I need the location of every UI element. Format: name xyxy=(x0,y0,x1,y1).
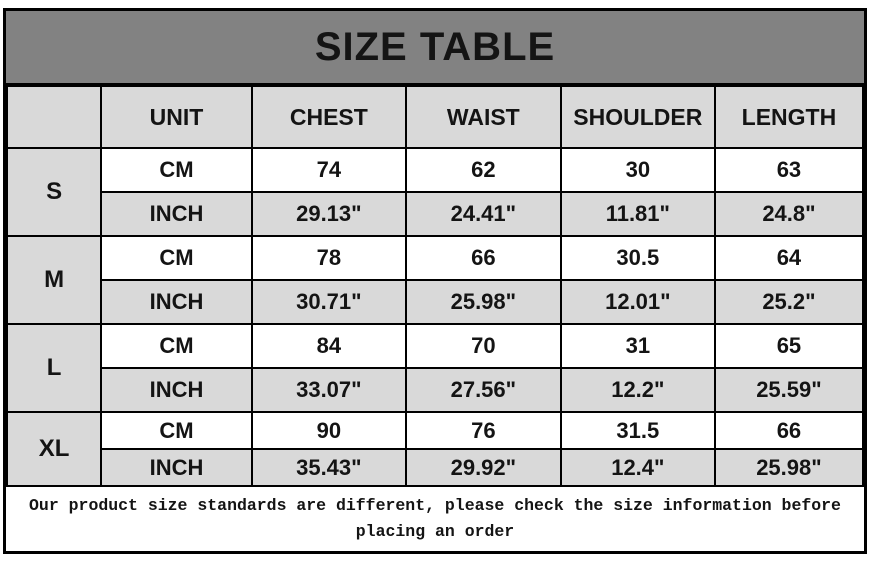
cell-value: 66 xyxy=(713,411,865,450)
footer-note: Our product size standards are different… xyxy=(6,487,864,551)
cell-value: 74 xyxy=(250,147,407,193)
column-header-length: LENGTH xyxy=(713,85,865,149)
cell-value: 65 xyxy=(713,323,865,369)
column-header-chest: CHEST xyxy=(250,85,407,149)
corner-diagonal-cell xyxy=(5,85,103,149)
size-table: UNIT CHEST WAIST SHOULDER LENGTH S CM 74… xyxy=(5,85,865,487)
column-header-waist: WAIST xyxy=(404,85,562,149)
unit-label-inch: INCH xyxy=(100,367,253,413)
cell-value: 30.71" xyxy=(250,279,407,325)
table-title: SIZE TABLE xyxy=(314,24,556,69)
cell-value: 30 xyxy=(559,147,716,193)
table-row: XL CM 90 76 31.5 66 xyxy=(5,411,865,487)
table-row: INCH 33.07" 27.56" 12.2" 25.59" xyxy=(7,367,865,413)
table-row: S CM 74 62 30 63 xyxy=(5,147,865,237)
cell-value: 29.92" xyxy=(404,448,562,487)
size-label-xl: XL xyxy=(5,411,103,487)
cell-value: 25.2" xyxy=(713,279,865,325)
unit-label-inch: INCH xyxy=(100,448,253,487)
cell-value: 25.98" xyxy=(713,448,865,487)
cell-value: 24.41" xyxy=(404,191,562,237)
size-label-s: S xyxy=(5,147,103,237)
unit-label-cm: CM xyxy=(100,147,253,193)
cell-value: 64 xyxy=(713,235,865,281)
cell-value: 33.07" xyxy=(250,367,407,413)
unit-label-cm: CM xyxy=(100,411,253,450)
unit-label-inch: INCH xyxy=(100,191,253,237)
table-row: M CM 78 66 30.5 64 xyxy=(5,235,865,325)
table-row: INCH 29.13" 24.41" 11.81" 24.8" xyxy=(7,191,865,237)
unit-label-inch: INCH xyxy=(100,279,253,325)
unit-label-cm: CM xyxy=(100,323,253,369)
cell-value: 76 xyxy=(404,411,562,450)
cell-value: 29.13" xyxy=(250,191,407,237)
size-table-card: SIZE TABLE UNIT CHEST WAIST SHOULDER LEN… xyxy=(3,8,867,554)
cell-value: 78 xyxy=(250,235,407,281)
cell-value: 12.2" xyxy=(559,367,716,413)
cell-value: 62 xyxy=(404,147,562,193)
column-header-shoulder: SHOULDER xyxy=(559,85,716,149)
cell-value: 24.8" xyxy=(713,191,865,237)
cell-value: 31.5 xyxy=(559,411,716,450)
cell-value: 11.81" xyxy=(559,191,716,237)
cell-value: 25.59" xyxy=(713,367,865,413)
table-title-bar: SIZE TABLE xyxy=(6,11,864,85)
size-label-m: M xyxy=(5,235,103,325)
cell-value: 30.5 xyxy=(559,235,716,281)
table-row: INCH 35.43" 29.92" 12.4" 25.98" xyxy=(7,448,865,487)
cell-value: 63 xyxy=(713,147,865,193)
size-label-l: L xyxy=(5,323,103,413)
cell-value: 70 xyxy=(404,323,562,369)
cell-value: 12.01" xyxy=(559,279,716,325)
cell-value: 27.56" xyxy=(404,367,562,413)
column-header-unit: UNIT xyxy=(100,85,253,149)
cell-value: 90 xyxy=(250,411,407,450)
table-row: INCH 30.71" 25.98" 12.01" 25.2" xyxy=(7,279,865,325)
cell-value: 25.98" xyxy=(404,279,562,325)
cell-value: 35.43" xyxy=(250,448,407,487)
header-row: UNIT CHEST WAIST SHOULDER LENGTH xyxy=(5,85,865,149)
cell-value: 66 xyxy=(404,235,562,281)
cell-value: 84 xyxy=(250,323,407,369)
table-row: L CM 84 70 31 65 xyxy=(5,323,865,413)
cell-value: 31 xyxy=(559,323,716,369)
cell-value: 12.4" xyxy=(559,448,716,487)
unit-label-cm: CM xyxy=(100,235,253,281)
